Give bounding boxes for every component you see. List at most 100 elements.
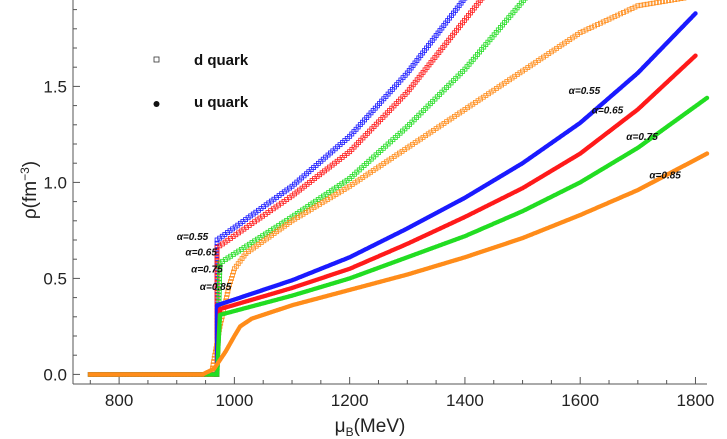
annotation-label: α=0.55	[569, 86, 601, 97]
data-point	[666, 0, 671, 4]
data-point	[214, 240, 220, 246]
data-point	[216, 295, 222, 301]
data-point	[635, 3, 641, 9]
data-point	[615, 12, 621, 18]
annotation-label: α=0.65	[592, 105, 624, 116]
data-point	[693, 53, 698, 58]
data-point	[214, 270, 220, 276]
annotation-label: α=0.65	[185, 247, 217, 258]
data-point	[214, 251, 220, 257]
data-point	[217, 267, 223, 272]
data-point	[586, 26, 592, 32]
data-point	[595, 22, 600, 27]
data-point	[217, 276, 222, 282]
data-point	[653, 0, 659, 6]
series-d-quark-alpha-0.75	[87, 0, 528, 377]
data-point	[577, 30, 583, 36]
data-point	[606, 16, 612, 22]
data-point	[693, 11, 698, 16]
data-point	[600, 19, 606, 25]
series-d-quark-alpha-0.55	[87, 0, 468, 377]
data-point	[612, 14, 618, 19]
data-point	[656, 0, 662, 5]
x-axis-label: μB(MeV)	[335, 416, 406, 439]
data-point	[580, 28, 586, 34]
data-point	[589, 24, 595, 30]
annotations: α=0.55 α=0.65 α=0.75 α=0.85 α=0.55 α=0.65 α=0.…	[177, 86, 682, 293]
data-point	[229, 275, 234, 281]
data-point	[224, 291, 230, 297]
data-point	[216, 286, 222, 291]
y-tick-label: 1.5	[43, 77, 67, 96]
data-point	[230, 272, 235, 278]
series-u-quark-alpha-0.75	[88, 95, 710, 377]
data-point	[629, 6, 635, 11]
data-point	[704, 95, 710, 101]
annotation-label: α=0.75	[626, 132, 658, 143]
data-point	[226, 285, 232, 291]
data-point	[214, 257, 220, 263]
data-point	[214, 248, 220, 254]
data-point	[214, 261, 220, 266]
series-u-quark-alpha-0.55	[88, 11, 698, 377]
x-tick-label: 1800	[677, 391, 715, 410]
data-point	[216, 289, 222, 295]
legend-marker-u-quark	[153, 101, 160, 107]
data-point	[217, 273, 223, 279]
legend-label-d-quark: d quark	[194, 52, 249, 69]
data-point	[228, 279, 233, 285]
data-point	[704, 151, 710, 156]
data-point	[214, 264, 220, 270]
data-point	[217, 270, 223, 275]
data-point	[214, 273, 220, 279]
axes: 800 1000 1200 1400 1600 1800 0.0 0.5 1.0 1.5	[43, 0, 714, 410]
data-point	[217, 279, 222, 285]
legend: d quark u quark	[153, 52, 249, 111]
annotation-label: α=0.75	[191, 265, 223, 276]
y-axis-label: ρ(fm−3)	[18, 161, 41, 219]
legend-marker-d-quark	[153, 56, 160, 63]
data-point	[609, 15, 615, 21]
data-point	[227, 282, 232, 288]
annotation-label: α=0.85	[200, 282, 232, 293]
data-point	[583, 27, 589, 33]
data-point	[217, 263, 223, 269]
data-point	[603, 18, 609, 23]
data-point	[477, 0, 483, 3]
data-point	[632, 4, 638, 10]
series-u-quark-alpha-0.85	[88, 151, 710, 377]
data-point	[214, 267, 220, 273]
data-point	[672, 0, 678, 3]
data-point	[663, 0, 668, 4]
data-point	[224, 295, 229, 301]
annotation-label: α=0.55	[177, 232, 209, 243]
data-point	[597, 20, 603, 26]
legend-label-u-quark: u quark	[194, 94, 249, 111]
y-tick-label: 0.5	[43, 269, 67, 288]
data-point	[641, 2, 647, 8]
data-point	[647, 1, 653, 7]
data-point	[650, 0, 656, 6]
series-d-quark-alpha-0.85	[87, 0, 687, 377]
data-point	[520, 0, 526, 3]
data-point	[592, 23, 598, 29]
data-point	[216, 282, 222, 288]
data-point	[460, 0, 466, 3]
x-tick-label: 1200	[331, 391, 369, 410]
data-point	[623, 8, 629, 14]
data-point	[214, 254, 220, 260]
data-point	[216, 292, 222, 298]
data-point	[675, 0, 681, 2]
data-point	[618, 11, 623, 17]
data-point	[660, 0, 665, 5]
x-tick-label: 800	[105, 391, 133, 410]
y-tick-label: 0.0	[43, 365, 67, 384]
data-point	[644, 1, 650, 7]
data-point	[225, 288, 231, 294]
series-layer	[87, 0, 710, 377]
data-point	[638, 2, 644, 8]
data-point	[626, 7, 632, 13]
x-tick-label: 1000	[215, 391, 253, 410]
y-tick-label: 1.0	[43, 173, 67, 192]
